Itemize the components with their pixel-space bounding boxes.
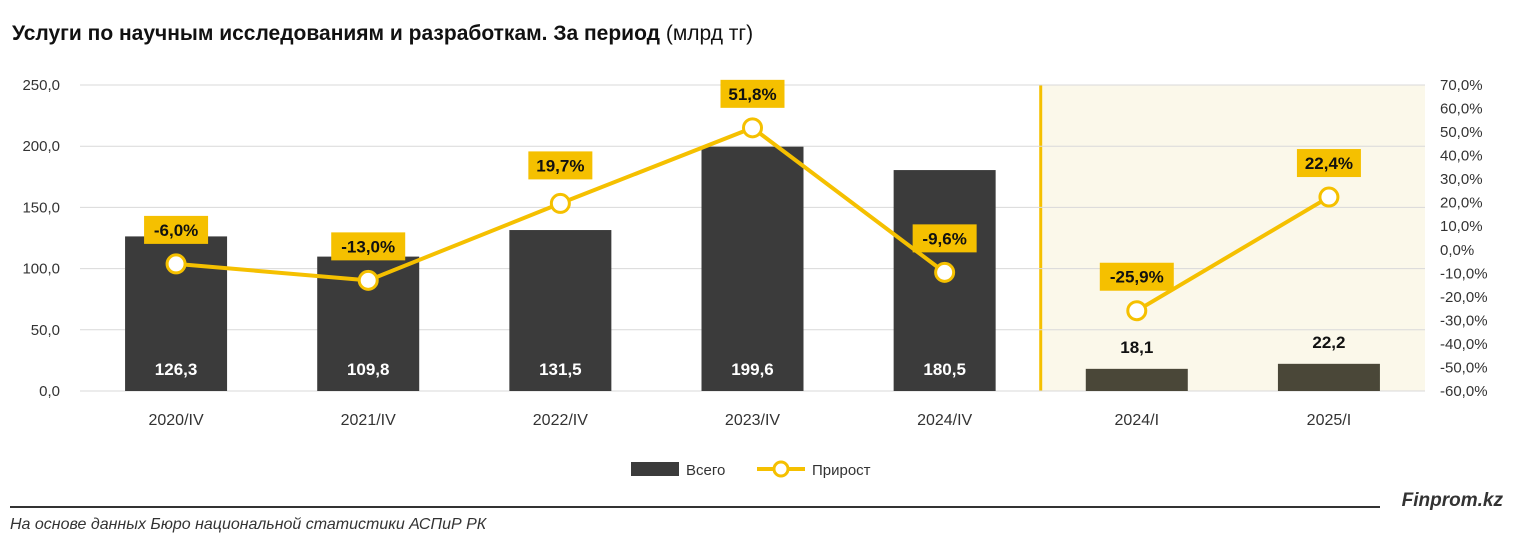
legend-label-growth: Прирост: [812, 462, 871, 479]
right-axis-tick: 60,0%: [1440, 101, 1483, 118]
axis-labels-layer: 0,0 50,0 100,0 150,0 200,0 250,0 -60,0% -50,0% -…: [22, 77, 1487, 429]
growth-point: [165, 253, 187, 275]
legend-label-total: Всего: [686, 462, 725, 479]
legend-swatch-bars: [631, 462, 679, 476]
bar: [1085, 368, 1188, 391]
bar-value-label: 18,1: [1120, 338, 1153, 357]
growth-line-segment: [1135, 195, 1330, 313]
x-axis-category: 2025/I: [1307, 412, 1351, 429]
right-axis-tick: 40,0%: [1440, 148, 1483, 165]
growth-label: 51,8%: [728, 85, 776, 104]
right-axis-tick: 10,0%: [1440, 218, 1483, 235]
right-axis-tick: -50,0%: [1440, 359, 1488, 376]
growth-point: [742, 117, 763, 139]
brand-logo-text: Finprom.kz: [1401, 490, 1503, 511]
growth-label-box: [528, 151, 593, 180]
x-axis-category: 2024/IV: [917, 412, 972, 429]
right-axis-tick: -20,0%: [1440, 289, 1488, 306]
growth-line-layer: [165, 117, 1340, 322]
x-axis-category: 2023/IV: [725, 412, 780, 429]
right-axis-tick: 20,0%: [1440, 195, 1483, 212]
left-axis-tick: 150,0: [22, 199, 60, 216]
data-labels-layer: 126,3 109,8 131,5 199,6 180,5 18,1 22,2 -6,0% -1…: [144, 79, 1361, 379]
growth-point: [1126, 300, 1148, 322]
growth-label: 22,4%: [1305, 154, 1353, 173]
left-axis-tick: 50,0: [31, 322, 60, 339]
growth-label-box: [144, 215, 209, 244]
legend: Всего Прирост: [631, 460, 871, 479]
chart-title: Услуги по научным исследованиям и разраб…: [12, 22, 753, 46]
growth-label: -6,0%: [154, 221, 198, 240]
footer-divider: [10, 506, 1380, 508]
growth-label: 19,7%: [536, 156, 584, 175]
left-axis-tick: 0,0: [39, 383, 60, 400]
right-axis-tick: 50,0%: [1440, 124, 1483, 141]
bar-value-label: 131,5: [539, 360, 582, 379]
growth-label-box: [1296, 149, 1361, 178]
growth-label-box: [1099, 262, 1174, 291]
chart-title-unit: (млрд тг): [665, 22, 754, 45]
legend-swatch-marker: [772, 460, 790, 478]
bar-value-label: 126,3: [155, 360, 198, 379]
right-axis-tick: -10,0%: [1440, 265, 1488, 282]
x-axis-category: 2020/IV: [148, 412, 203, 429]
growth-label: -9,6%: [922, 229, 966, 248]
bar-value-label: 22,2: [1312, 333, 1345, 352]
bar: [1277, 363, 1380, 391]
chart-title-main: Услуги по научным исследованиям и разраб…: [12, 22, 660, 45]
growth-label-box: [720, 79, 785, 108]
growth-label: -13,0%: [341, 237, 395, 256]
bar-value-label: 180,5: [923, 360, 966, 379]
right-axis-tick: -40,0%: [1440, 336, 1488, 353]
left-axis-tick: 250,0: [22, 77, 60, 94]
growth-label-box: [912, 224, 977, 253]
right-axis-tick: -30,0%: [1440, 312, 1488, 329]
right-axis-tick: 70,0%: [1440, 77, 1483, 94]
x-axis-category: 2024/I: [1115, 412, 1159, 429]
right-axis-tick: -60,0%: [1440, 383, 1488, 400]
highlight-region: [1040, 85, 1425, 391]
growth-point: [357, 269, 379, 291]
left-axis-tick: 200,0: [22, 138, 60, 155]
bar: [509, 230, 612, 391]
bar-value-label: 109,8: [347, 360, 390, 379]
x-axis-category: 2021/IV: [341, 412, 396, 429]
bar: [701, 146, 804, 391]
source-note: На основе данных Бюро национальной стати…: [10, 516, 487, 533]
growth-point: [549, 192, 571, 214]
growth-point: [1318, 186, 1340, 208]
growth-point: [934, 261, 956, 283]
growth-label-box: [331, 232, 406, 261]
x-axis-category: 2022/IV: [533, 412, 588, 429]
right-axis-tick: 0,0%: [1440, 242, 1474, 259]
highlight-region-layer: [1039, 85, 1425, 391]
bar-value-label: 199,6: [731, 360, 774, 379]
right-axis-tick: 30,0%: [1440, 171, 1483, 188]
growth-label: -25,9%: [1110, 268, 1164, 287]
left-axis-tick: 100,0: [22, 261, 60, 278]
